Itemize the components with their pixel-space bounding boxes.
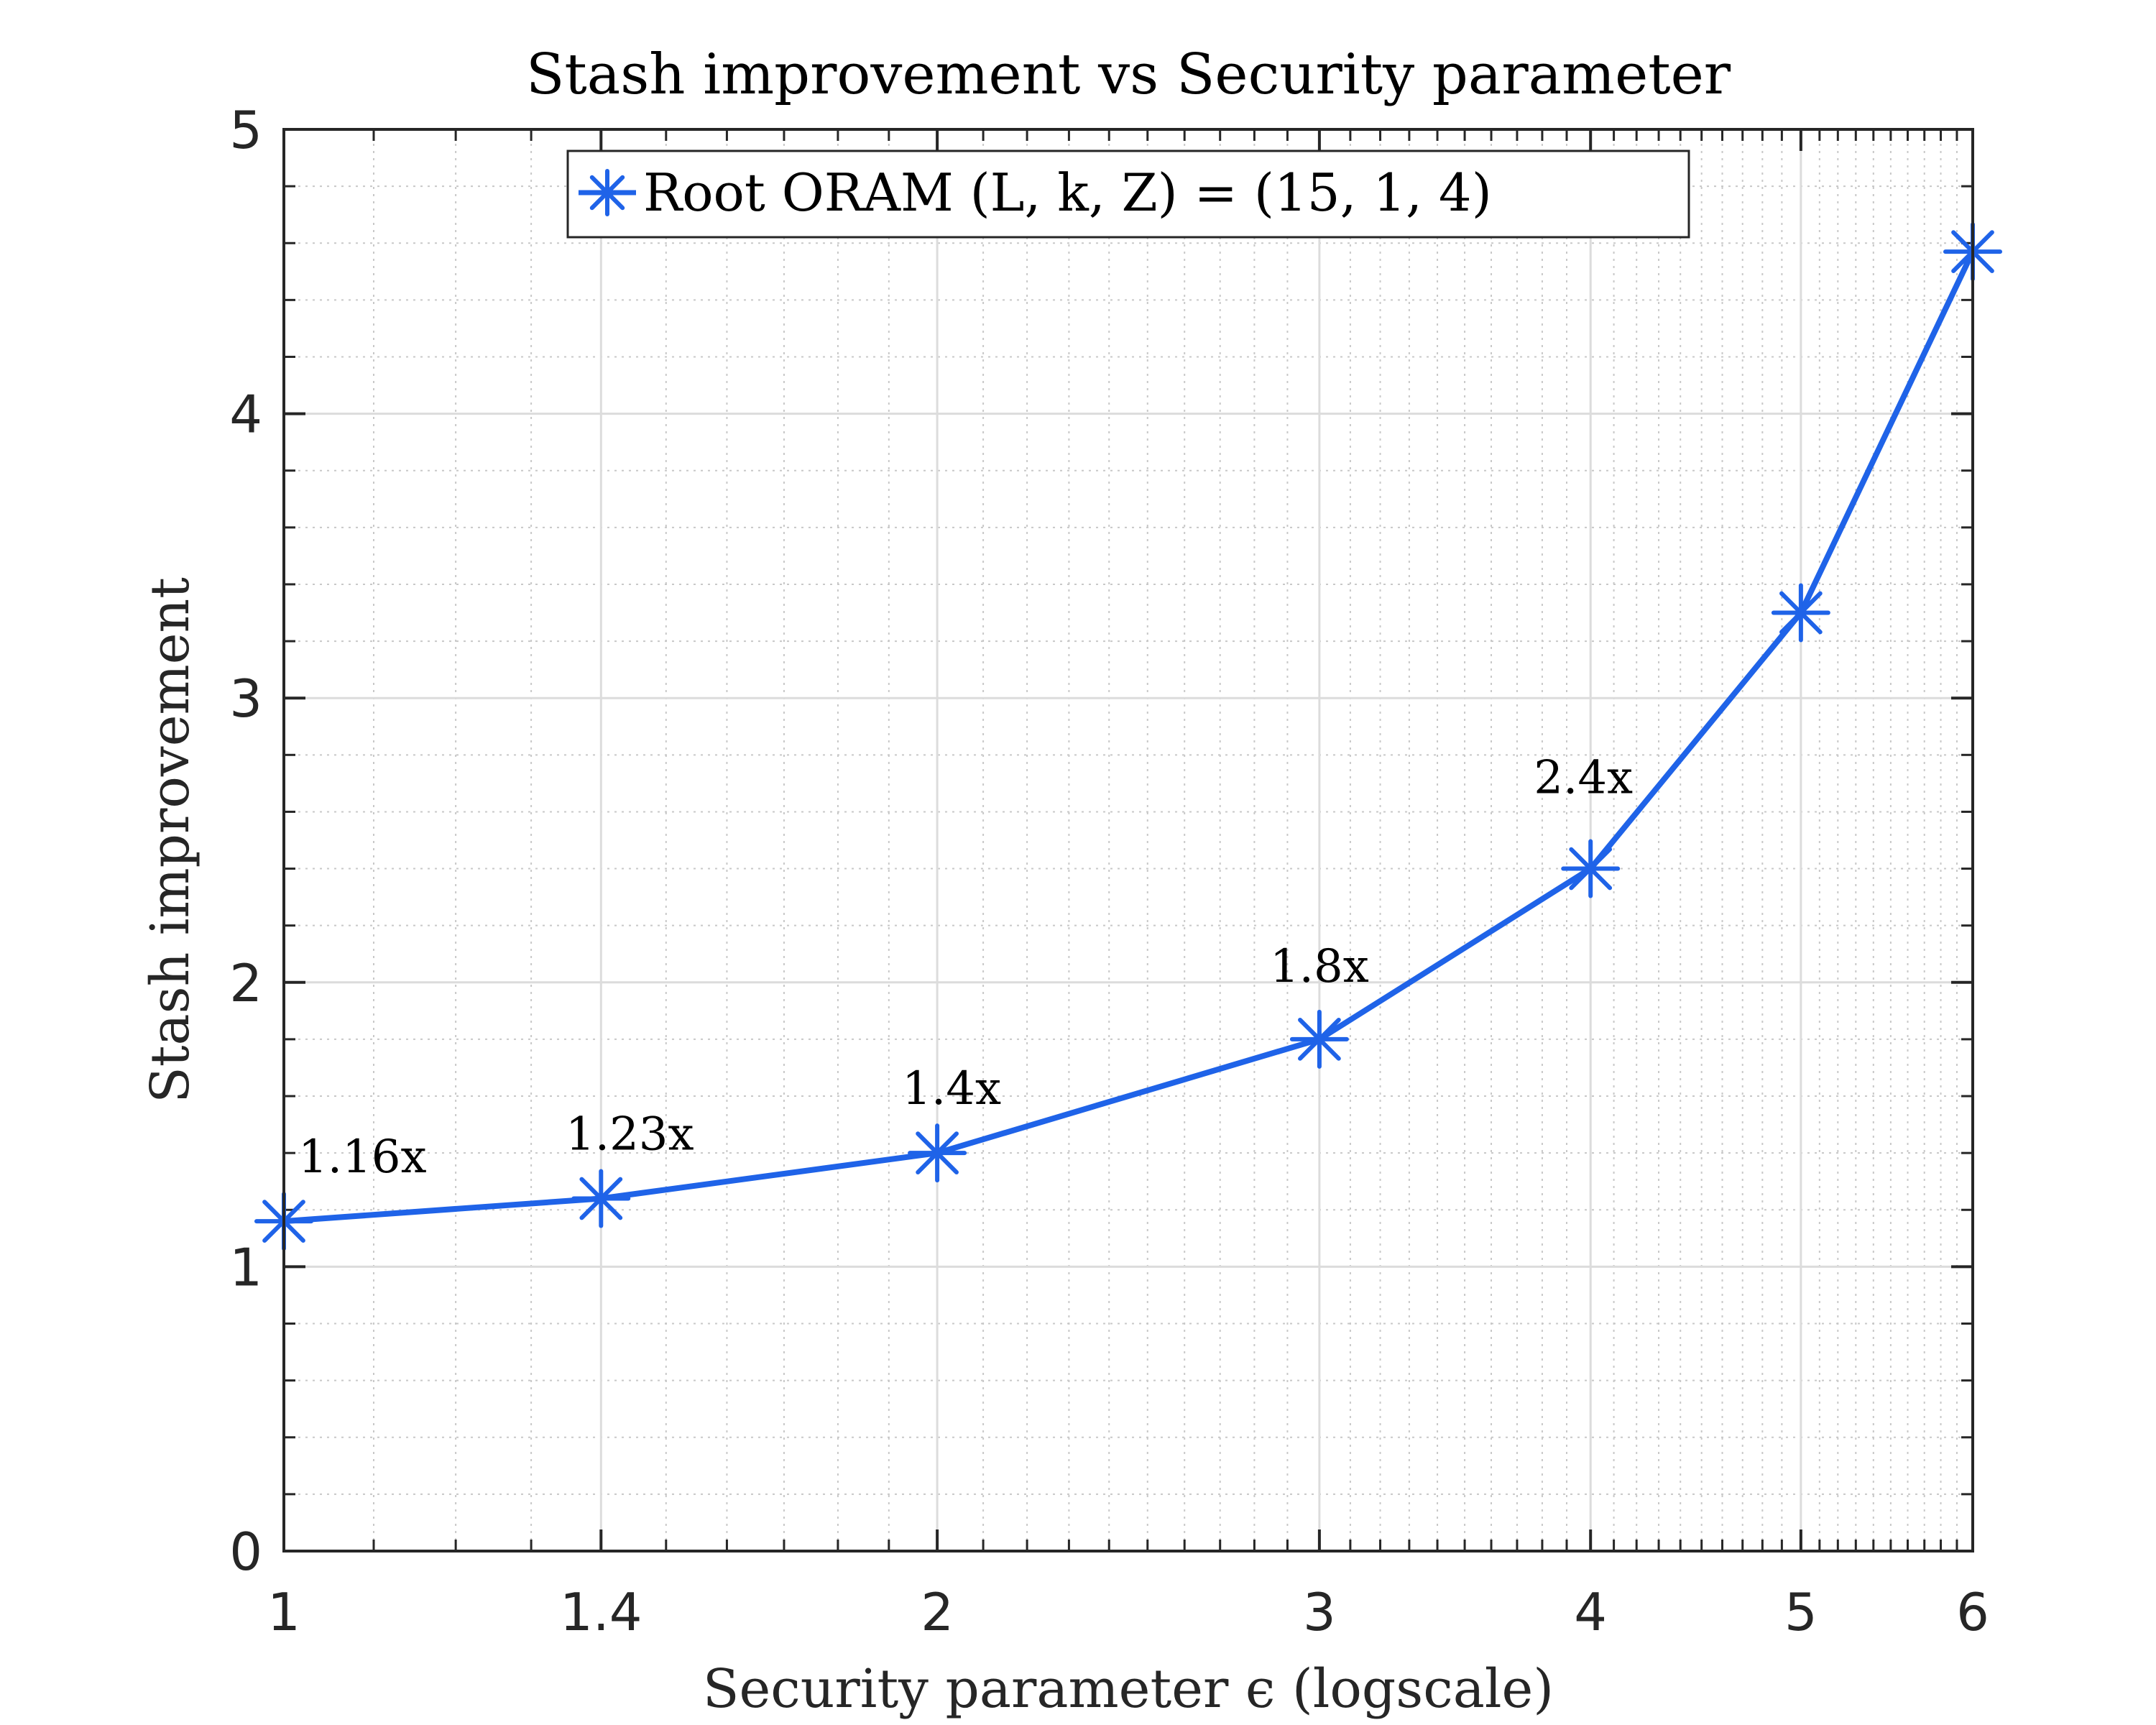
data-label: 1.8x [1270, 940, 1369, 993]
x-tick-label: 5 [1784, 1582, 1818, 1642]
data-label: 2.4x [1534, 752, 1633, 805]
legend: Root ORAM (L, k, Z) = (15, 1, 4) [566, 150, 1690, 239]
y-tick-label: 1 [229, 1237, 262, 1297]
minor-grid [284, 129, 1973, 1551]
data-label: 1.23x [566, 1108, 694, 1161]
data-point-marker [1561, 839, 1621, 898]
x-tick-label: 6 [1956, 1582, 1989, 1642]
x-tick-label: 3 [1303, 1582, 1336, 1642]
y-tick-label: 2 [229, 953, 262, 1013]
series-layer [254, 222, 2002, 1251]
chart-title: Stash improvement vs Security parameter [526, 42, 1731, 107]
y-tick-label: 4 [229, 385, 262, 445]
x-tick-label: 2 [921, 1582, 954, 1642]
data-point-marker [1771, 583, 1830, 643]
y-axis-label: Stash improvement [139, 577, 201, 1103]
x-axis-label: Security parameter ϵ (logscale) [703, 1658, 1554, 1720]
data-label: 1.16x [298, 1131, 427, 1184]
data-label: 1.4x [902, 1062, 1001, 1116]
legend-entry-label: Root ORAM (L, k, Z) = (15, 1, 4) [643, 162, 1492, 223]
legend-box [566, 150, 1690, 239]
legend-asterisk-marker-icon [579, 169, 636, 216]
x-tick-label: 4 [1574, 1582, 1607, 1642]
data-point-marker [908, 1123, 967, 1183]
data-point-marker [1289, 1009, 1349, 1069]
y-tick-label: 3 [229, 668, 262, 729]
y-tick-label: 5 [229, 100, 262, 160]
data-point-marker [571, 1169, 631, 1228]
x-tick-label: 1.4 [560, 1582, 642, 1642]
x-tick-label: 1 [267, 1582, 300, 1642]
data-labels: 1.16x 1.23x 1.4x 1.8x 2.4x [298, 752, 1633, 1184]
y-tick-label: 0 [229, 1522, 262, 1582]
plot-frame [282, 128, 1974, 1552]
